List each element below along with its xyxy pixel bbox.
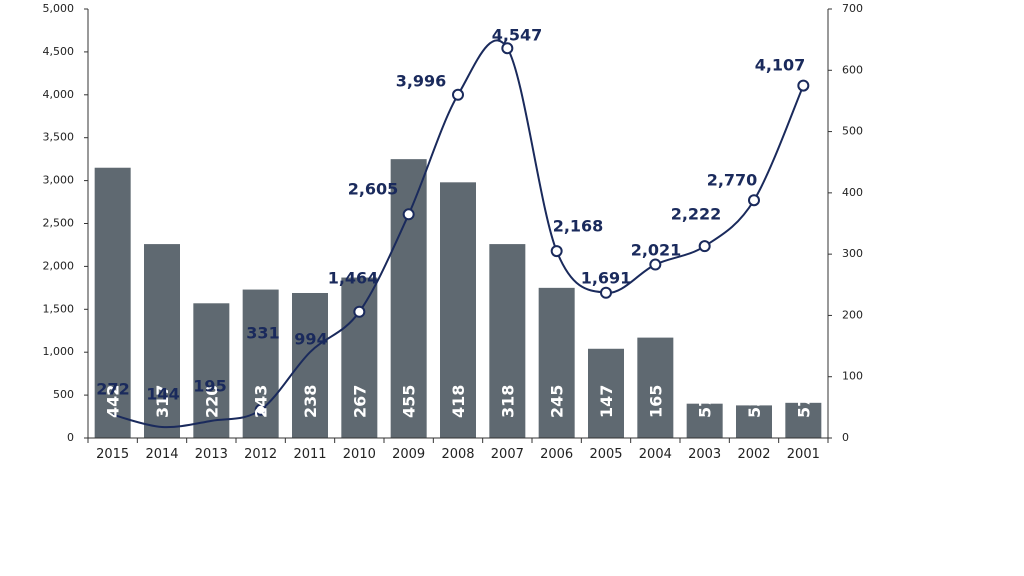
line-label: 4,547 [492,26,543,45]
bar-label: 318 [498,385,517,418]
bar [686,403,723,438]
bar-label: 267 [350,385,369,418]
bar-label: 455 [400,385,419,418]
x-tick-label: 2006 [540,447,573,462]
bar [94,167,131,439]
left-tick-label: 5,000 [43,2,75,15]
bar-label: 442 [104,385,123,418]
x-tick-label: 2002 [737,447,770,462]
bar-label: 165 [646,385,665,418]
bar-label: 147 [597,385,616,418]
bar-label: 57 [696,396,715,418]
line-label: 2,605 [348,180,399,199]
bar [538,287,575,438]
bar-label: 245 [548,385,567,418]
right-tick-label: 700 [842,2,863,15]
bar [440,182,476,438]
line-label: 2,168 [553,217,604,236]
series-line [112,39,805,429]
left-tick-label: 2,500 [43,217,75,230]
x-tick-label: 2011 [293,447,326,462]
bar [785,402,822,438]
bar-label: 243 [252,385,271,418]
line-point [698,240,711,253]
x-tick-label: 2008 [441,447,474,462]
bar-label: 317 [153,385,172,418]
right-tick-label: 300 [842,247,863,260]
line-point [550,245,563,258]
left-tick-label: 2,000 [43,259,75,272]
left-tick-label: 4,500 [43,45,75,58]
bar [193,303,230,438]
x-tick-label: 2005 [589,447,622,462]
line-point [600,286,612,299]
right-tick-label: 400 [842,186,863,199]
line-point [797,79,810,92]
line-point [649,258,662,271]
left-tick-label: 500 [53,388,74,401]
x-tick-label: 2004 [639,447,672,462]
x-tick-label: 2014 [145,447,178,462]
line-label: 331 [246,324,279,343]
x-tick-label: 2010 [343,447,376,462]
line-point [402,208,415,221]
line-point [501,42,514,55]
line-point [353,305,366,318]
line-label: 1,464 [328,269,379,288]
left-tick-label: 3,500 [43,131,75,144]
right-tick-label: 100 [842,370,863,383]
right-tick-label: 600 [842,63,863,76]
axes: 0 500 1,000 1,500 2,000 2,500 3,000 3,500 4,000 4… [43,2,864,462]
line-point [452,88,464,101]
line-label: 2,222 [671,205,722,224]
bar [637,337,674,438]
bar-label: 238 [301,385,320,418]
bar-label: 53 [745,396,764,418]
x-tick-label: 2013 [195,447,228,462]
line-label: 195 [193,377,226,396]
x-tick-label: 2015 [96,447,129,462]
x-tick-label: 2012 [244,447,277,462]
bar-label: 57 [794,396,813,418]
line-label: 3,996 [396,72,447,91]
x-tick-label: 2009 [392,447,425,462]
left-tick-label: 0 [67,431,74,444]
line-point [254,403,267,416]
left-tick-label: 3,000 [43,174,75,187]
left-tick-label: 1,000 [43,345,75,358]
bar [144,244,180,438]
bar [736,405,772,438]
data-labels: 442 317 220 243 238 267 455 418 318 245 147 165 57 53… [96,26,813,419]
line-label: 1,691 [581,269,632,288]
bar-label: 220 [202,385,221,418]
right-tick-label: 0 [842,431,849,444]
line-label: 144 [146,385,179,404]
bar [341,277,378,438]
left-tick-label: 1,500 [43,302,75,315]
bar [390,159,427,438]
bar-label: 418 [449,385,468,418]
line-label: 994 [294,330,327,349]
line-series [112,39,810,429]
line-label: 272 [96,380,129,399]
line-label: 4,107 [755,56,806,75]
bar [588,348,624,438]
bar [489,244,526,438]
right-tick-label: 500 [842,125,863,138]
line-label: 2,021 [631,241,682,260]
right-tick-label: 200 [842,308,863,321]
line-point [748,194,760,207]
x-tick-label: 2007 [491,447,524,462]
line-label: 2,770 [707,171,758,190]
x-tick-label: 2001 [787,447,820,462]
x-tick-label: 2003 [688,447,721,462]
left-tick-label: 4,000 [43,88,75,101]
